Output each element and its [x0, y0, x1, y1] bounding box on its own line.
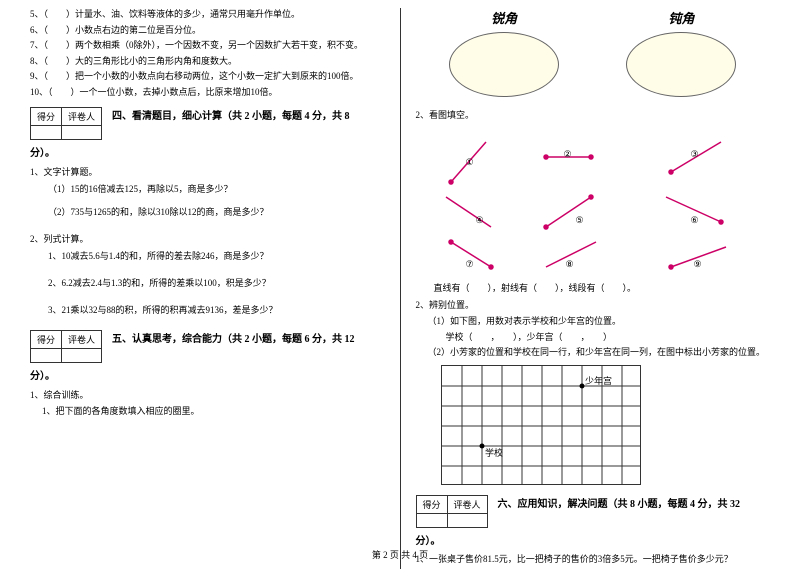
- section4-header: 得分评卷人 四、看清题目，细心计算（共 2 小题，每题 4 分，共 8: [30, 107, 385, 140]
- s4-q1-title: 1、文字计算题。: [30, 165, 385, 178]
- s4-q2-title: 2、列式计算。: [30, 232, 385, 245]
- pos-title: 2、辨别位置。: [416, 298, 771, 311]
- right-column: 锐角 钝角 2、看图填空。 ①: [401, 8, 771, 569]
- ray-8: ⑧: [566, 259, 574, 270]
- s4-q2-2: 2、6.2减去2.4与1.3的和，所得的差乘以100，积是多少？: [48, 276, 385, 289]
- section5-title-cont: 分）。: [30, 367, 385, 382]
- coord-grid: 学校 少年宫: [441, 365, 641, 485]
- s4-q1-1: （1）15的16倍减去125，再除以5，商是多少？: [48, 182, 385, 195]
- rays-svg: [416, 127, 756, 277]
- score-table-4: 得分评卷人: [30, 107, 102, 140]
- score-label: 得分: [31, 330, 62, 348]
- grader-label: 评卷人: [62, 330, 102, 348]
- palace-text: 少年宫: [585, 375, 612, 386]
- grid-area: 学校 少年宫: [441, 365, 771, 487]
- ray-7: ⑦: [466, 259, 474, 270]
- score-label: 得分: [31, 107, 62, 125]
- obtuse-label: 钝角: [668, 8, 694, 27]
- fill-blanks-line: 直线有（ ），射线有（ ），线段有（ ）。: [434, 282, 771, 295]
- ray-6: ⑥: [691, 215, 699, 226]
- left-column: 5、（ ）计量水、油、饮料等液体的多少，通常只用毫升作单位。 6、（ ）小数点右…: [30, 8, 401, 569]
- s4-q2-3: 3、21乘以32与88的积，所得的积再减去9136，差是多少？: [48, 303, 385, 316]
- pos-item-2: 学校（ ， ），少年宫（ ， ）: [428, 331, 771, 344]
- acute-oval: [449, 32, 559, 97]
- school-text: 学校: [485, 447, 503, 458]
- pos-item-3: （2）小芳家的位置和学校在同一行，和少年宫在同一列，在图中标出小芳家的位置。: [428, 346, 771, 359]
- rays-diagram: ① ② ③ ④ ⑤ ⑥ ⑦ ⑧ ⑨: [416, 127, 771, 277]
- tf-q5: 5、（ ）计量水、油、饮料等液体的多少，通常只用毫升作单位。: [30, 8, 385, 21]
- ray-5: ⑤: [576, 215, 584, 226]
- tf-q7: 7、（ ）两个数相乘（0除外），一个因数不变，另一个因数扩大若干变，积不变。: [30, 39, 385, 52]
- ray-2: ②: [564, 149, 572, 160]
- page-footer: 第 2 页 共 4 页: [0, 548, 800, 561]
- grader-label: 评卷人: [447, 495, 487, 513]
- ovals-row: [416, 32, 771, 97]
- grader-label: 评卷人: [62, 107, 102, 125]
- s5-q1-sub: 1、把下面的各角度数填入相应的圈里。: [42, 405, 385, 418]
- ray-9: ⑨: [694, 259, 702, 270]
- tf-q10: 10、（ ）一个一位小数，去掉小数点后，比原来增加10倍。: [30, 86, 385, 99]
- ray-4: ④: [476, 215, 484, 226]
- section6-title: 六、应用知识，解决问题（共 8 小题，每题 4 分，共 32: [488, 495, 741, 510]
- score-table-6: 得分评卷人: [416, 495, 488, 528]
- section6-header: 得分评卷人 六、应用知识，解决问题（共 8 小题，每题 4 分，共 32: [416, 495, 771, 528]
- score-label: 得分: [416, 495, 447, 513]
- tf-q6: 6、（ ）小数点右边的第二位是百分位。: [30, 24, 385, 37]
- ray-3: ③: [691, 149, 699, 160]
- s4-q2-1: 1、10减去5.6与1.4的和，所得的差去除246，商是多少？: [48, 249, 385, 262]
- section4-title-cont: 分）。: [30, 144, 385, 159]
- tf-q8: 8、（ ）大的三角形比小的三角形内角和度数大。: [30, 55, 385, 68]
- s4-q1-2: （2）735与1265的和，除以310除以12的商，商是多少？: [48, 205, 385, 218]
- section5-title: 五、认真思考，综合能力（共 2 小题，每题 6 分，共 12: [102, 330, 355, 345]
- angle-labels: 锐角 钝角: [416, 8, 771, 27]
- acute-label: 锐角: [491, 8, 517, 27]
- pos-item-1: （1）如下图，用数对表示学校和少年宫的位置。: [428, 315, 771, 328]
- ray-1: ①: [466, 157, 474, 168]
- obtuse-oval: [626, 32, 736, 97]
- section5-header: 得分评卷人 五、认真思考，综合能力（共 2 小题，每题 6 分，共 12: [30, 330, 385, 363]
- score-table-5: 得分评卷人: [30, 330, 102, 363]
- section4-title: 四、看清题目，细心计算（共 2 小题，每题 4 分，共 8: [102, 107, 350, 122]
- section6-title-cont: 分）。: [416, 532, 771, 547]
- look-fill-title: 2、看图填空。: [416, 109, 771, 122]
- tf-q9: 9、（ ）把一个小数的小数点向右移动两位，这个小数一定扩大到原来的100倍。: [30, 70, 385, 83]
- s5-q1-title: 1、综合训练。: [30, 388, 385, 401]
